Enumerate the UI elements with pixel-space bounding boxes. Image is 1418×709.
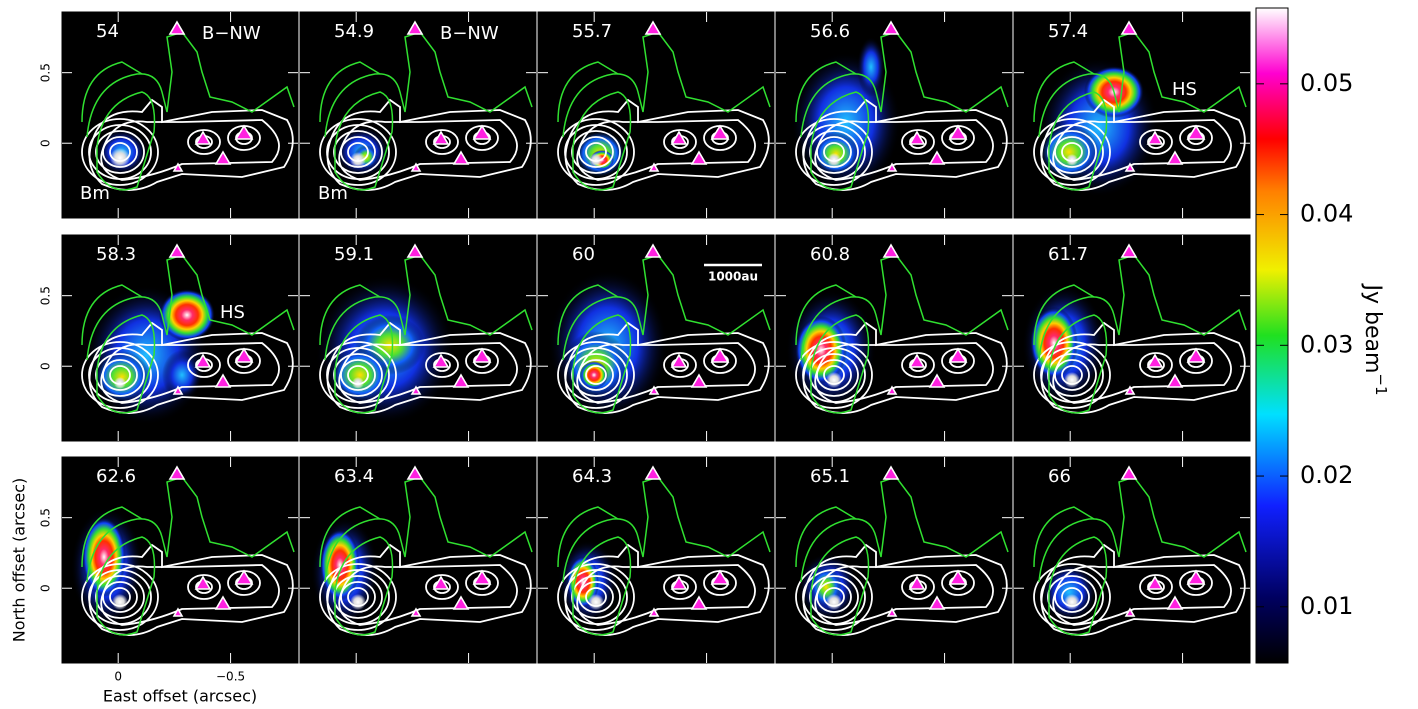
panel-content xyxy=(1014,12,1250,218)
annotation: HS xyxy=(220,302,245,323)
emission xyxy=(826,372,842,388)
colorbar-label: Jy beam−1 xyxy=(1360,282,1391,395)
y-tick-label: 0.5 xyxy=(39,508,53,527)
panel-content xyxy=(1014,235,1250,441)
annotation: Bm xyxy=(80,183,110,204)
panel: 64.3 xyxy=(538,457,774,663)
channel-label: 63.4 xyxy=(334,466,374,487)
panel-content xyxy=(300,457,536,663)
panel: 65.1 xyxy=(776,457,1012,663)
emission xyxy=(350,594,366,610)
channel-label: 54 xyxy=(96,21,119,42)
figure: 54B−NWBm00.554.9B−NWBm55.756.657.4HS58.3… xyxy=(0,0,1418,709)
channel-label: 54.9 xyxy=(334,21,374,42)
panel: 55.7 xyxy=(538,12,774,218)
panel-content xyxy=(538,457,774,663)
panel: 58.3 HS 0 0.5 xyxy=(39,235,299,441)
emission xyxy=(1064,594,1080,610)
panel: 60 1000au xyxy=(538,235,774,441)
emission xyxy=(857,37,885,97)
panel: 66 xyxy=(1014,457,1250,663)
panel: 56.6 xyxy=(776,12,1012,218)
panel: 63.4 xyxy=(300,457,536,663)
panel-content xyxy=(776,235,1012,441)
panel: 57.4 HS xyxy=(1014,12,1250,218)
y-axis-label: North offset (arcsec) xyxy=(10,478,29,642)
emission xyxy=(112,594,128,610)
channel-label: 59.1 xyxy=(334,244,374,265)
panel-content xyxy=(62,235,298,441)
y-tick-label: 0.5 xyxy=(39,63,53,82)
channel-label: 60.8 xyxy=(810,244,850,265)
channel-label: 57.4 xyxy=(1048,21,1088,42)
colorbar-tick-label: 0.01 xyxy=(1300,592,1353,620)
emission xyxy=(826,594,842,610)
emission xyxy=(1064,372,1080,388)
channel-label: 62.6 xyxy=(96,466,136,487)
panel: 62.6 0 −0.5 0 0.5 xyxy=(39,457,299,684)
annotation: HS xyxy=(1172,79,1197,100)
panel-content xyxy=(1014,457,1250,663)
annotation: B−NW xyxy=(202,23,261,44)
colorbar-tick-label: 0.05 xyxy=(1300,69,1353,97)
annotation: Bm xyxy=(318,183,348,204)
channel-label: 56.6 xyxy=(810,21,850,42)
channel-label: 60 xyxy=(572,244,595,265)
panel-content xyxy=(776,12,1012,218)
y-tick-label: 0.5 xyxy=(39,286,53,305)
colorbar-label-text: Jy beam xyxy=(1360,282,1385,373)
y-tick-label: 0 xyxy=(39,362,53,370)
panel-content xyxy=(776,457,1012,663)
emission xyxy=(588,594,604,610)
panel: 54 B−NW Bm 0 0.5 xyxy=(39,12,299,218)
x-tick-label: −0.5 xyxy=(216,670,245,684)
x-axis-label: East offset (arcsec) xyxy=(103,687,257,706)
annotation: 1000au xyxy=(708,270,758,284)
channel-label: 66 xyxy=(1048,466,1071,487)
x-tick-label: 0 xyxy=(114,670,122,684)
colorbar xyxy=(1256,8,1288,663)
emission xyxy=(330,347,390,403)
annotation: B−NW xyxy=(440,23,499,44)
y-tick-label: 0 xyxy=(39,584,53,592)
channel-label: 58.3 xyxy=(96,244,136,265)
panel-background xyxy=(1014,457,1250,663)
panel: 54.9 B−NW Bm xyxy=(300,12,536,218)
colorbar-label-sup: −1 xyxy=(1373,373,1391,395)
panel-content xyxy=(62,457,298,663)
y-tick-label: 0 xyxy=(39,139,53,147)
panel-content xyxy=(300,235,536,441)
colorbar-tick-label: 0.04 xyxy=(1300,200,1353,228)
panel: 61.7 xyxy=(1014,235,1250,441)
panel-content xyxy=(538,12,774,218)
panel: 60.8 xyxy=(776,235,1012,441)
channel-label: 65.1 xyxy=(810,466,850,487)
channel-label: 55.7 xyxy=(572,21,612,42)
colorbar-tick-label: 0.02 xyxy=(1300,461,1353,489)
panel: 59.1 xyxy=(300,235,536,441)
panel-background xyxy=(538,12,774,218)
colorbar-tick-label: 0.03 xyxy=(1300,330,1353,358)
channel-label: 61.7 xyxy=(1048,244,1088,265)
channel-label: 64.3 xyxy=(572,466,612,487)
